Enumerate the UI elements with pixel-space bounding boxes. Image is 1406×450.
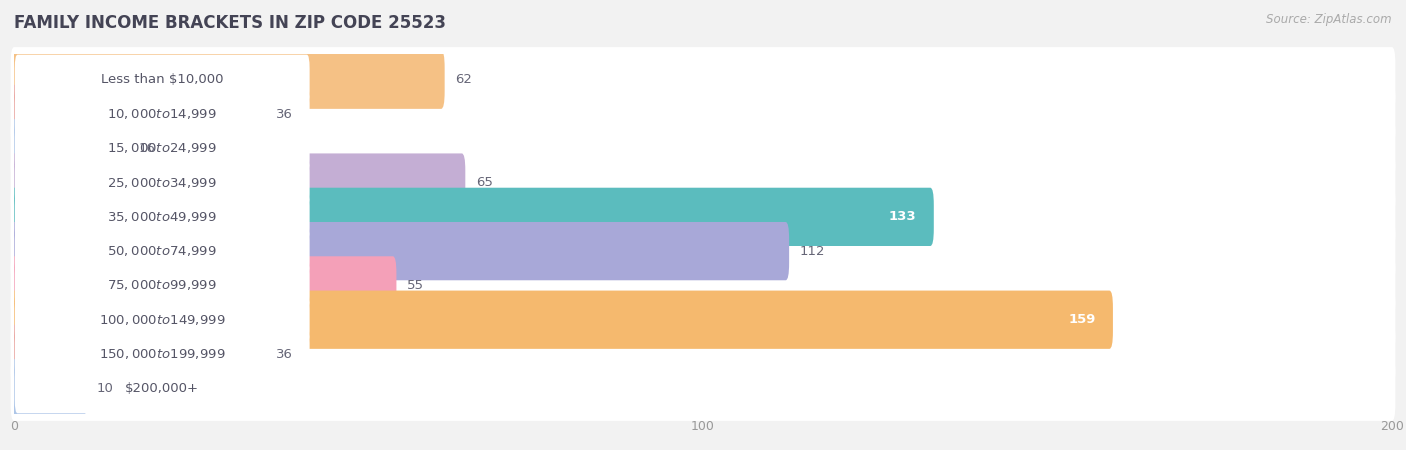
Text: $75,000 to $99,999: $75,000 to $99,999 xyxy=(107,279,217,292)
FancyBboxPatch shape xyxy=(11,356,1395,421)
Text: $25,000 to $34,999: $25,000 to $34,999 xyxy=(107,176,217,189)
FancyBboxPatch shape xyxy=(14,226,309,276)
FancyBboxPatch shape xyxy=(11,188,934,246)
FancyBboxPatch shape xyxy=(11,184,1395,249)
FancyBboxPatch shape xyxy=(11,253,1395,318)
FancyBboxPatch shape xyxy=(11,256,396,315)
Text: Source: ZipAtlas.com: Source: ZipAtlas.com xyxy=(1267,14,1392,27)
FancyBboxPatch shape xyxy=(11,321,1395,387)
FancyBboxPatch shape xyxy=(14,123,309,173)
FancyBboxPatch shape xyxy=(14,192,309,242)
FancyBboxPatch shape xyxy=(14,55,309,105)
FancyBboxPatch shape xyxy=(14,329,309,379)
FancyBboxPatch shape xyxy=(11,287,1395,352)
FancyBboxPatch shape xyxy=(14,363,309,413)
FancyBboxPatch shape xyxy=(11,222,789,280)
FancyBboxPatch shape xyxy=(11,325,266,383)
FancyBboxPatch shape xyxy=(14,89,309,139)
Text: FAMILY INCOME BRACKETS IN ZIP CODE 25523: FAMILY INCOME BRACKETS IN ZIP CODE 25523 xyxy=(14,14,446,32)
Text: $100,000 to $149,999: $100,000 to $149,999 xyxy=(98,313,225,327)
FancyBboxPatch shape xyxy=(11,85,266,143)
Text: 112: 112 xyxy=(800,245,825,258)
Text: 65: 65 xyxy=(475,176,492,189)
FancyBboxPatch shape xyxy=(11,150,1395,215)
Text: $50,000 to $74,999: $50,000 to $74,999 xyxy=(107,244,217,258)
Text: 10: 10 xyxy=(97,382,114,395)
FancyBboxPatch shape xyxy=(11,47,1395,113)
Text: 36: 36 xyxy=(276,347,292,360)
FancyBboxPatch shape xyxy=(11,116,1395,181)
Text: 36: 36 xyxy=(276,108,292,121)
Text: $15,000 to $24,999: $15,000 to $24,999 xyxy=(107,141,217,155)
FancyBboxPatch shape xyxy=(11,119,128,177)
FancyBboxPatch shape xyxy=(11,81,1395,147)
FancyBboxPatch shape xyxy=(11,50,444,109)
Text: 62: 62 xyxy=(456,73,472,86)
FancyBboxPatch shape xyxy=(11,291,1114,349)
Text: 55: 55 xyxy=(406,279,423,292)
FancyBboxPatch shape xyxy=(14,295,309,345)
Text: 16: 16 xyxy=(138,142,155,155)
FancyBboxPatch shape xyxy=(11,153,465,212)
Text: $35,000 to $49,999: $35,000 to $49,999 xyxy=(107,210,217,224)
FancyBboxPatch shape xyxy=(14,261,309,310)
Text: $10,000 to $14,999: $10,000 to $14,999 xyxy=(107,107,217,121)
Text: 133: 133 xyxy=(889,210,917,223)
Text: $150,000 to $199,999: $150,000 to $199,999 xyxy=(98,347,225,361)
Text: $200,000+: $200,000+ xyxy=(125,382,200,395)
Text: Less than $10,000: Less than $10,000 xyxy=(101,73,224,86)
FancyBboxPatch shape xyxy=(11,219,1395,284)
Text: 159: 159 xyxy=(1069,313,1095,326)
FancyBboxPatch shape xyxy=(11,359,86,418)
FancyBboxPatch shape xyxy=(14,158,309,207)
